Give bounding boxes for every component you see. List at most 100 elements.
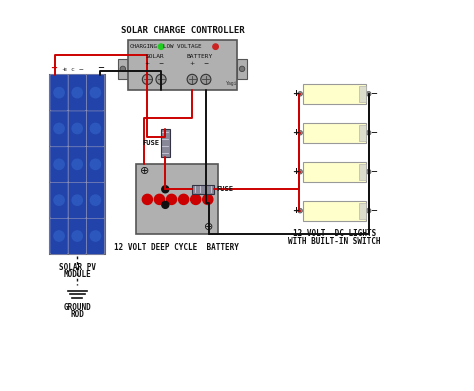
FancyBboxPatch shape [50,110,68,147]
Bar [358,86,365,102]
FancyBboxPatch shape [86,218,105,254]
Bar [303,161,365,182]
Circle shape [298,208,302,213]
Bar [303,123,365,143]
Circle shape [72,158,83,170]
Circle shape [366,208,371,213]
Text: Yagi: Yagi [226,81,237,86]
Circle shape [166,194,177,204]
Circle shape [298,131,302,135]
Text: −: − [97,63,104,72]
Bar [192,185,214,194]
Text: +: + [292,206,299,215]
FancyBboxPatch shape [68,146,86,183]
Text: 12 VOLT DEEP CYCLE  BATTERY: 12 VOLT DEEP CYCLE BATTERY [114,243,239,252]
FancyBboxPatch shape [86,74,105,111]
Text: −: − [158,61,164,66]
Bar [50,75,105,254]
Circle shape [72,123,83,134]
Circle shape [213,44,219,49]
Circle shape [53,123,65,134]
Circle shape [156,74,166,84]
FancyBboxPatch shape [68,110,86,147]
Text: +: + [145,61,150,66]
Bar [136,164,218,235]
Text: ⊕: ⊕ [139,166,149,176]
Text: −: − [370,128,377,137]
FancyBboxPatch shape [68,218,86,254]
Circle shape [142,74,153,84]
Circle shape [158,44,164,49]
Bar [303,201,365,221]
Text: −: − [370,206,377,215]
Text: +: + [292,167,299,176]
Text: FUSE: FUSE [142,140,159,146]
Circle shape [366,169,371,174]
FancyBboxPatch shape [68,74,86,111]
FancyBboxPatch shape [86,110,105,147]
Circle shape [90,123,101,134]
Circle shape [142,194,153,204]
Text: +: + [190,61,195,66]
Circle shape [53,230,65,242]
Bar [118,59,128,79]
Circle shape [162,201,169,208]
Text: +  c  −: + c − [63,66,84,72]
Circle shape [366,91,371,96]
Text: 12 VOLT  DC LIGHTS: 12 VOLT DC LIGHTS [293,230,376,239]
Text: ROD: ROD [70,310,84,319]
Circle shape [239,66,245,72]
Text: −: − [203,61,209,66]
FancyBboxPatch shape [50,74,68,111]
Text: c: c [64,66,67,72]
FancyBboxPatch shape [50,146,68,183]
Bar [358,125,365,141]
Text: −: − [370,167,377,176]
Text: LOW VOLTAGE: LOW VOLTAGE [163,44,202,49]
Circle shape [201,74,211,84]
Circle shape [155,194,164,204]
Text: BATTERY: BATTERY [187,54,213,59]
Bar [161,129,170,156]
Text: SOLAR CHARGE CONTROLLER: SOLAR CHARGE CONTROLLER [121,26,244,35]
Circle shape [187,74,197,84]
Bar [303,84,365,104]
FancyBboxPatch shape [86,146,105,183]
Circle shape [53,158,65,170]
Text: SOLAR: SOLAR [146,54,164,59]
Circle shape [90,87,101,99]
Circle shape [53,87,65,99]
Text: +: + [292,89,299,98]
Circle shape [90,158,101,170]
FancyBboxPatch shape [50,218,68,254]
FancyBboxPatch shape [68,182,86,219]
Circle shape [72,87,83,99]
Text: SOLAR PV: SOLAR PV [59,262,96,271]
Circle shape [203,194,213,204]
Circle shape [298,91,302,96]
Text: ⊖: ⊖ [204,222,214,232]
Text: +: + [292,128,299,137]
Text: WITH BUILT-IN SWITCH: WITH BUILT-IN SWITCH [288,237,381,246]
Bar [237,59,247,79]
Circle shape [120,66,126,72]
FancyBboxPatch shape [50,182,68,219]
Circle shape [90,194,101,206]
Circle shape [162,186,169,193]
Circle shape [191,194,201,204]
Circle shape [179,194,189,204]
Bar [358,203,365,219]
Circle shape [72,230,83,242]
Text: MODULE: MODULE [64,270,91,279]
Circle shape [90,230,101,242]
Text: GROUND: GROUND [64,303,91,312]
Circle shape [72,194,83,206]
Bar [358,163,365,180]
Circle shape [366,131,371,135]
FancyBboxPatch shape [86,182,105,219]
Circle shape [298,169,302,174]
Text: −: − [370,89,377,98]
Text: FUSE: FUSE [217,186,234,192]
Text: +: + [50,63,57,72]
Text: CHARGING: CHARGING [129,44,157,49]
